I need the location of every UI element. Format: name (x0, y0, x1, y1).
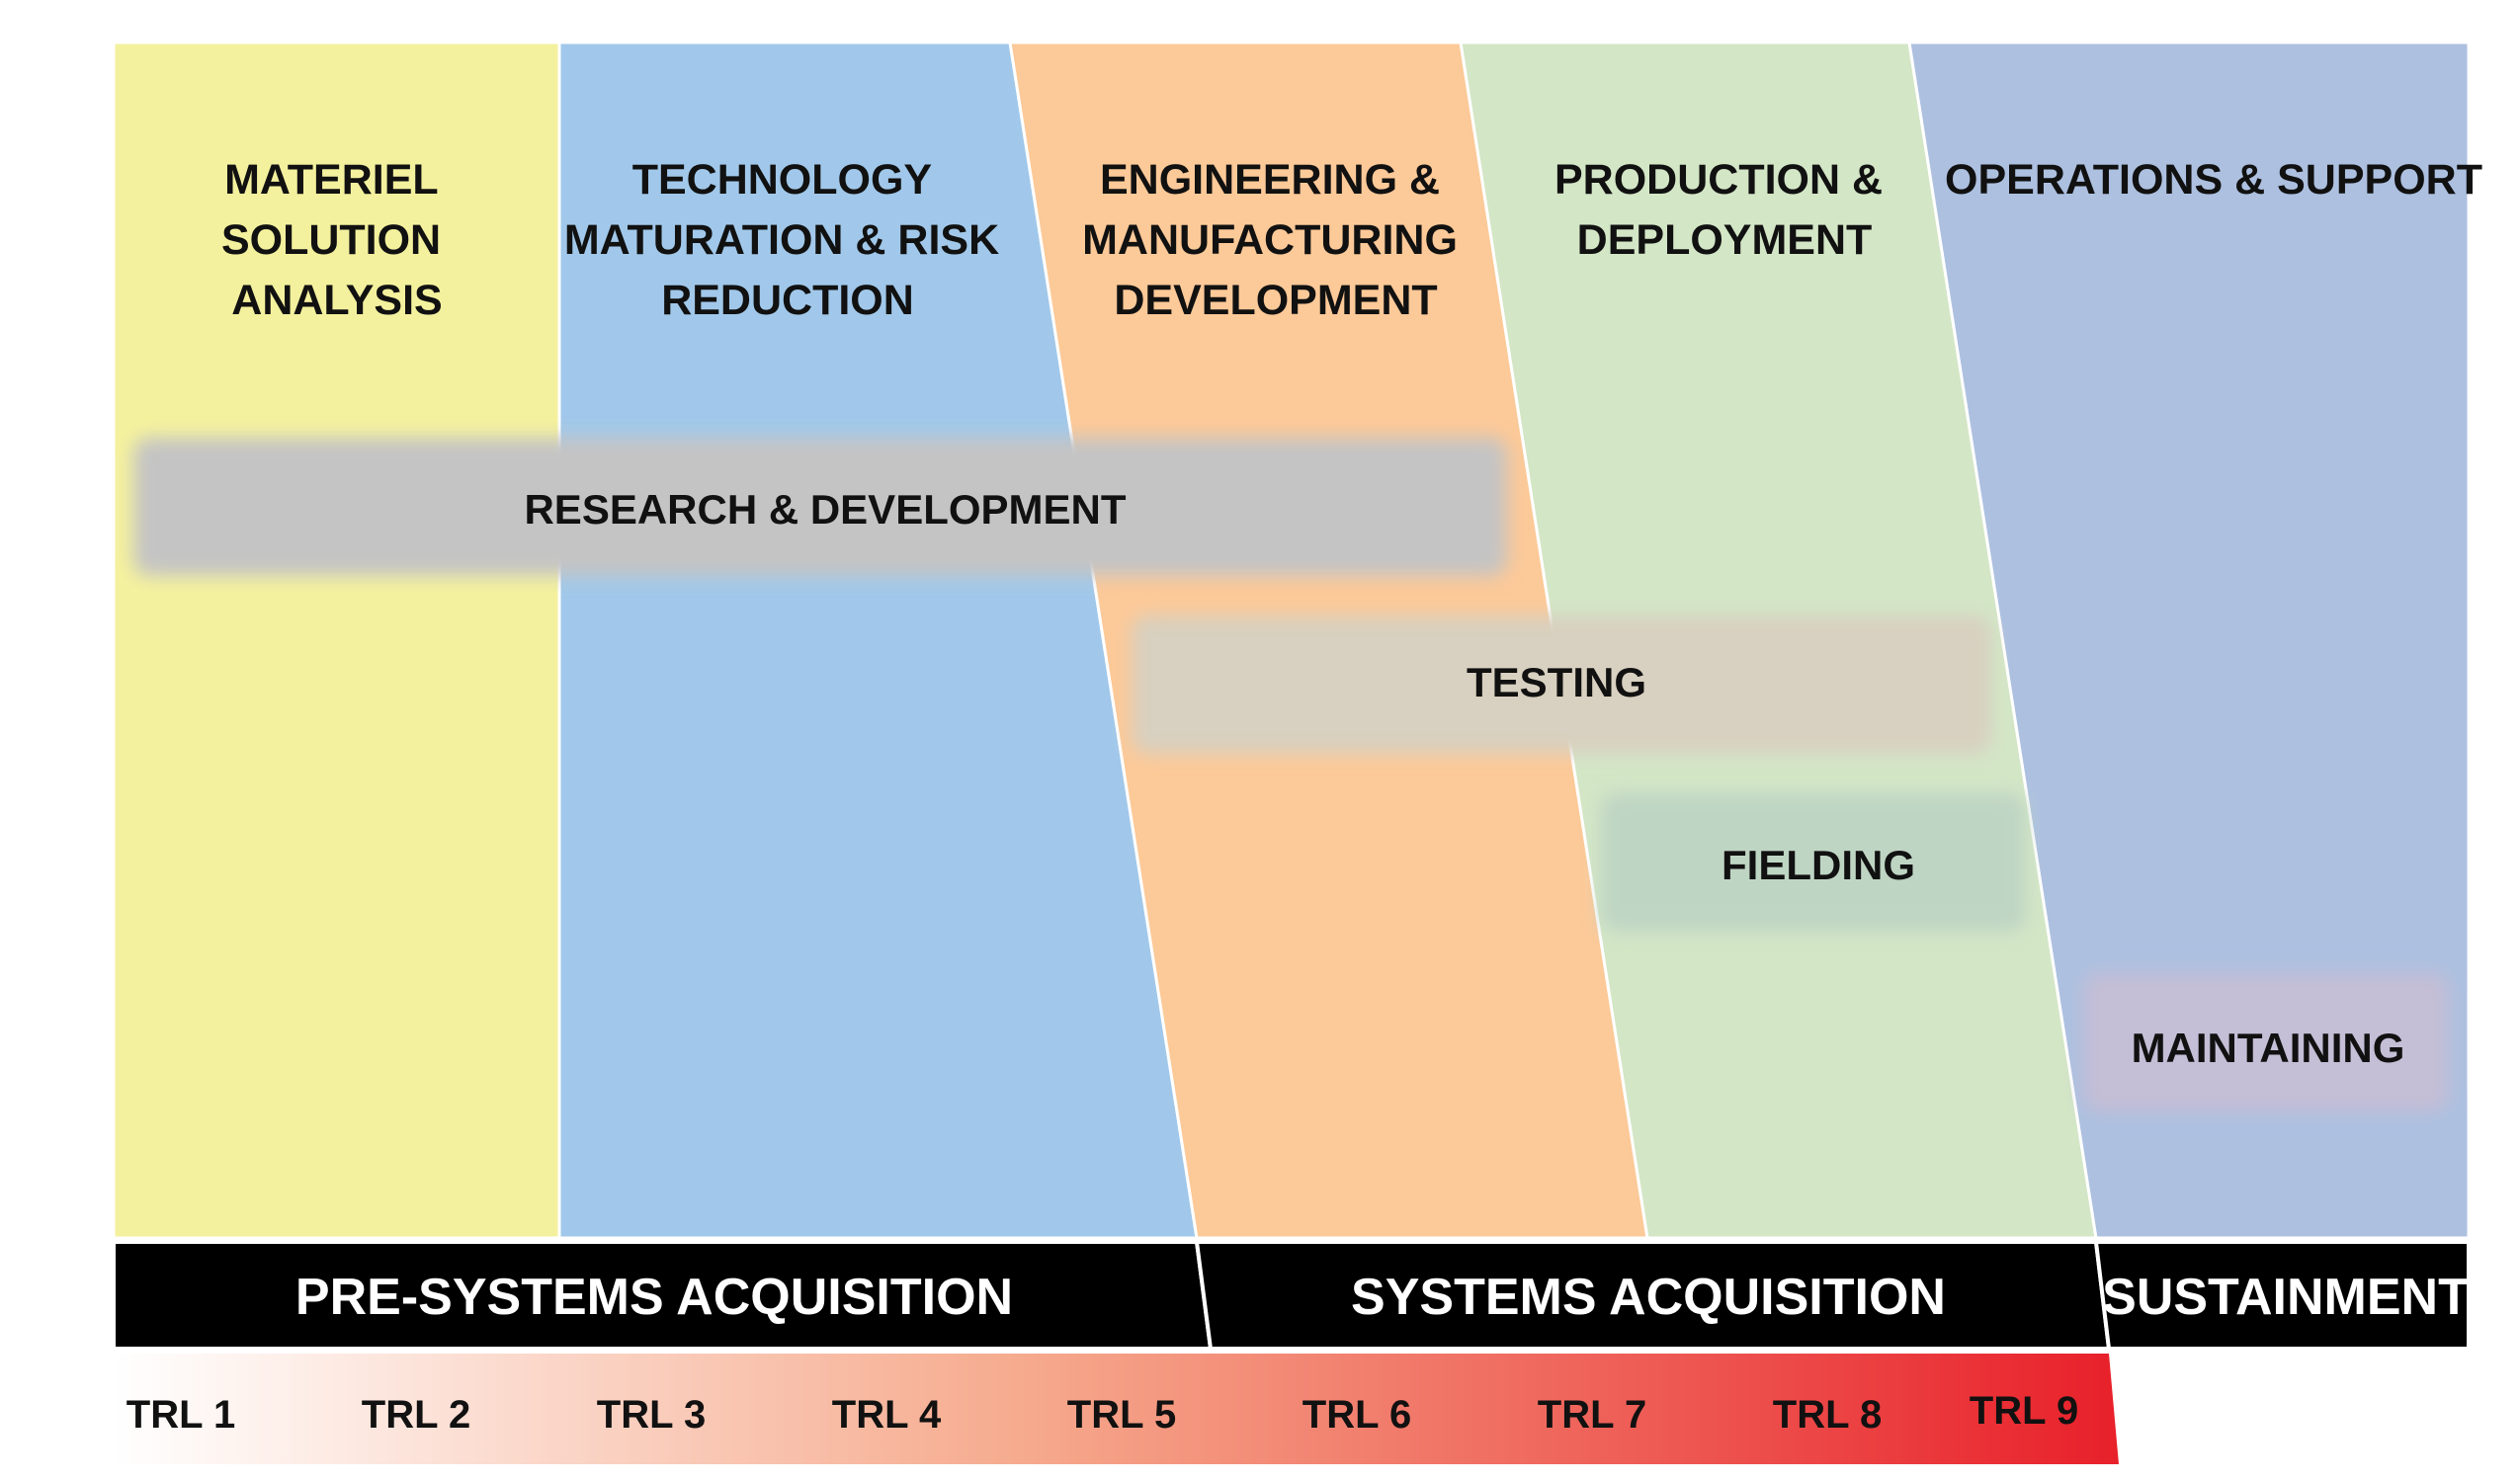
trl-label-8: TRL 8 (1773, 1393, 1882, 1437)
acquisition-label-sustainment: SUSTAINMENT (2102, 1269, 2470, 1326)
trl-label-7: TRL 7 (1538, 1393, 1646, 1437)
activity-band-research-development (133, 438, 1507, 576)
phase-title-materiel: MATERIEL SOLUTION ANALYSIS (221, 156, 453, 324)
activity-label-fielding: FIELDING (1722, 842, 1915, 888)
activity-band-fielding (1601, 793, 2026, 932)
activity-band-testing (1132, 616, 1991, 754)
activity-band-maintaining (2083, 973, 2449, 1112)
acquisition-label-pre-systems: PRE-SYSTEMS ACQUISITION (295, 1269, 1013, 1326)
phase-column-operations-support (1907, 41, 2471, 1240)
trl-label-4: TRL 4 (832, 1393, 942, 1437)
acquisition-bars: PRE-SYSTEMS ACQUISITION SYSTEMS ACQUISIT… (112, 1240, 2471, 1351)
trl-label-1: TRL 1 (126, 1393, 235, 1437)
acquisition-bar-sustainment (2093, 1240, 2471, 1351)
phase-title-operations: OPERATIONS & SUPPORT (1945, 156, 2482, 204)
activity-label-testing: TESTING (1467, 659, 1646, 705)
trl-label-2: TRL 2 (362, 1393, 470, 1437)
trl-scale: TRL 1 TRL 2 TRL 3 TRL 4 TRL 5 TRL 6 TRL 7 TRL 8… (114, 1354, 2119, 1464)
phase-titles: MATERIEL SOLUTION ANALYSIS TECHNOLOGY MA… (221, 156, 2482, 324)
trl-gradient-band (114, 1354, 2119, 1464)
trl-label-3: TRL 3 (597, 1393, 706, 1437)
activity-label-research-development: RESEARCH & DEVELOPMENT (524, 486, 1126, 533)
trl-labels: TRL 1 TRL 2 TRL 3 TRL 4 TRL 5 TRL 6 TRL 7 TRL 8… (126, 1389, 2078, 1437)
phase-title-engineering: ENGINEERING & MANUFACTURING DEVELOPMENT (1082, 156, 1470, 324)
acquisition-label-systems: SYSTEMS ACQUISITION (1351, 1269, 1946, 1326)
activity-bands: RESEARCH & DEVELOPMENT TESTING FIELDING … (133, 438, 2449, 1112)
activity-label-maintaining: MAINTAINING (2132, 1025, 2405, 1071)
phase-title-production: PRODUCTION & DEPLOYMENT (1554, 156, 1894, 264)
trl-label-5: TRL 5 (1067, 1393, 1176, 1437)
phase-title-technology: TECHNOLOGY MATURATION & RISK REDUCTION (564, 156, 1011, 324)
trl-label-6: TRL 6 (1302, 1393, 1411, 1437)
trl-label-9: TRL 9 (1970, 1389, 2078, 1433)
